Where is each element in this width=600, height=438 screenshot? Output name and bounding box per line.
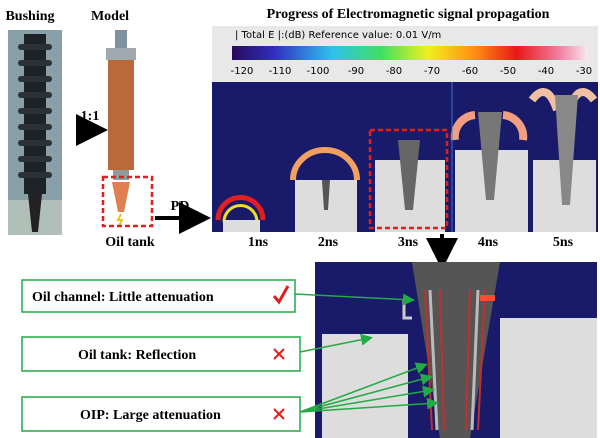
ratio-label: 1:1 — [81, 109, 100, 124]
colorbar-tick: -70 — [424, 66, 440, 77]
colorbar-label: | Total E |:(dB) Reference value: 0.01 V… — [235, 30, 441, 41]
colorbar-tick: -90 — [348, 66, 364, 77]
colorbar — [232, 46, 588, 60]
oil-tank-label: Oil tank — [105, 235, 155, 250]
bushing-photo — [8, 30, 62, 235]
page: Bushing Model Progress of Electromagneti… — [0, 0, 600, 438]
colorbar-tick: -60 — [462, 66, 478, 77]
annotation: Oil tank: Reflection — [78, 348, 196, 363]
colorbar-tick: -40 — [538, 66, 554, 77]
model-drawing — [103, 30, 152, 226]
colorbar-tick: -110 — [269, 66, 292, 77]
model-label: Model — [91, 9, 129, 24]
annotation: OIP: Large attenuation — [80, 408, 221, 423]
colorbar-tick: -30 — [576, 66, 592, 77]
colorbar-tick: -50 — [500, 66, 516, 77]
panel-label: 5ns — [553, 235, 574, 250]
colorbar-tick: -120 — [231, 66, 254, 77]
panel-label: 2ns — [318, 235, 339, 250]
panel-labels: 1ns 2ns 3ns 4ns 5ns — [248, 235, 574, 250]
title: Progress of Electromagnetic signal propa… — [267, 7, 550, 22]
annotation: Oil channel: Little attenuation — [32, 290, 214, 305]
pd-label: PD — [171, 199, 190, 214]
panel-label: 1ns — [248, 235, 269, 250]
panel-label: 4ns — [478, 235, 499, 250]
figure: Bushing Model Progress of Electromagneti… — [0, 0, 600, 438]
colorbar-tick: -80 — [386, 66, 402, 77]
bushing-label: Bushing — [5, 9, 54, 24]
colorbar-tick: -100 — [307, 66, 330, 77]
panel-label: 3ns — [398, 235, 419, 250]
